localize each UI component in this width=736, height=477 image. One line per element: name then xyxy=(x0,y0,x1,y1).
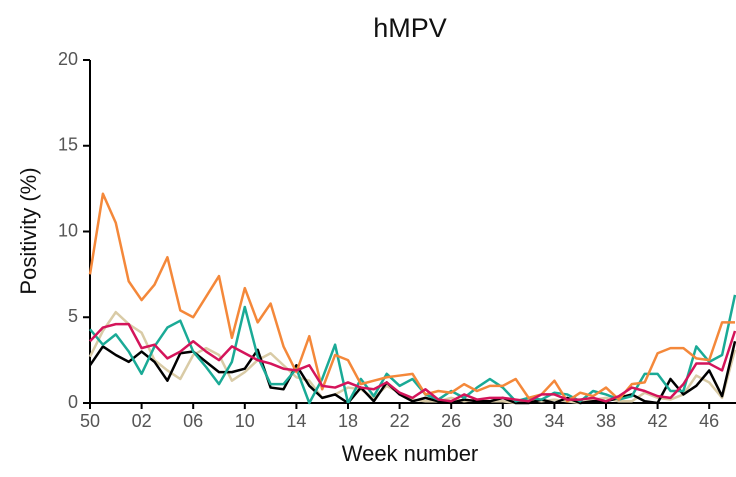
x-tick-label: 34 xyxy=(544,411,564,431)
y-tick-label: 5 xyxy=(68,306,78,326)
x-tick-label: 50 xyxy=(80,411,100,431)
x-tick-label: 10 xyxy=(235,411,255,431)
x-tick-label: 46 xyxy=(699,411,719,431)
series-line xyxy=(89,322,736,403)
x-tick-label: 22 xyxy=(390,411,410,431)
x-tick-label: 14 xyxy=(286,411,306,431)
x-tick-label: 18 xyxy=(338,411,358,431)
x-tick-label: 06 xyxy=(183,411,203,431)
y-tick-label: 0 xyxy=(68,392,78,412)
y-tick-label: 20 xyxy=(58,49,78,69)
series-line xyxy=(88,340,736,405)
x-tick-label: 30 xyxy=(493,411,513,431)
chart-title: hMPV xyxy=(373,13,447,43)
x-tick-label: 38 xyxy=(596,411,616,431)
y-tick-label: 15 xyxy=(58,135,78,155)
x-axis-label: Week number xyxy=(342,441,479,466)
y-tick-label: 10 xyxy=(58,220,78,240)
x-tick-label: 42 xyxy=(648,411,668,431)
series-line xyxy=(88,192,735,403)
series-line xyxy=(88,310,736,405)
series-line xyxy=(89,294,736,405)
x-tick-label: 26 xyxy=(441,411,461,431)
plot-area xyxy=(88,192,736,405)
x-tick-label: 02 xyxy=(132,411,152,431)
y-axis-label: Positivity (%) xyxy=(16,167,41,294)
